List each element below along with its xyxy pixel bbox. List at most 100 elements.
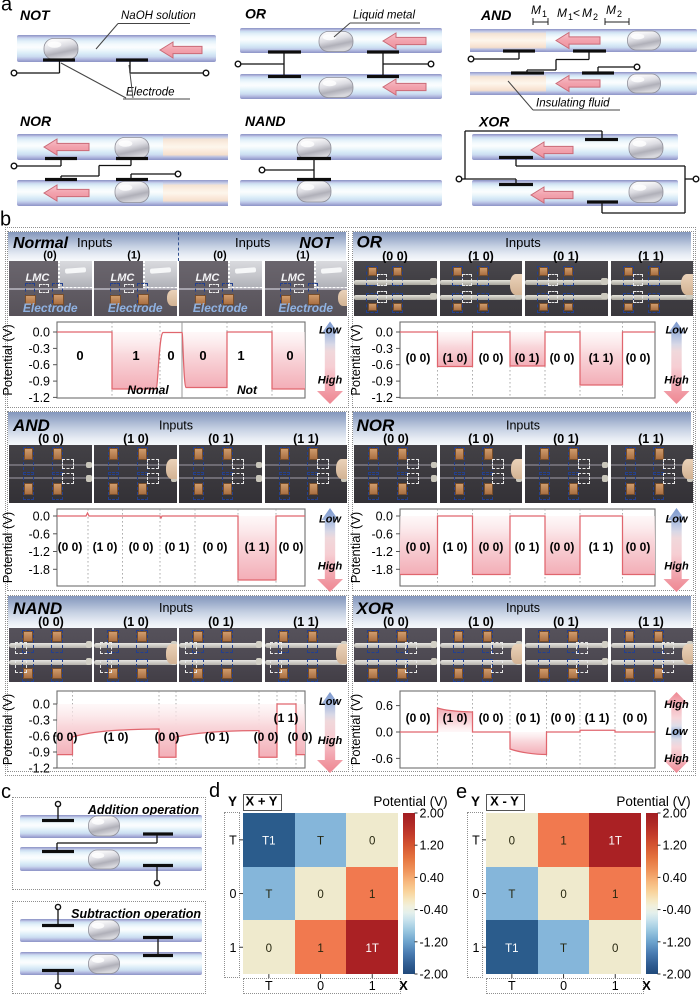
svg-text:-0.9: -0.9 [28,746,50,760]
svg-text:0.0: 0.0 [33,698,50,712]
svg-text:0: 0 [167,348,174,363]
svg-text:1: 1 [237,348,244,363]
svg-text:(0 0): (0 0) [58,540,83,554]
svg-text:(1 1): (1 1) [638,615,664,629]
svg-text:M: M [582,6,592,20]
svg-text:(1 0): (1 0) [104,730,129,744]
svg-text:2.00: 2.00 [420,807,444,821]
svg-text:(1 0): (1 0) [443,540,468,554]
svg-text:T: T [317,835,324,847]
svg-text:Low: Low [319,696,342,708]
svg-text:(0 0): (0 0) [129,540,154,554]
svg-text:-0.6: -0.6 [371,527,393,541]
svg-text:Low: Low [666,726,689,738]
svg-text:T1: T1 [505,943,518,955]
svg-text:-0.6: -0.6 [28,527,50,541]
svg-text:1: 1 [369,889,375,901]
svg-text:(0 1): (0 1) [553,615,579,629]
svg-text:T: T [560,943,567,955]
svg-text:Y: Y [471,794,480,809]
svg-text:(1 0): (1 0) [93,540,118,554]
svg-text:-0.40: -0.40 [420,903,449,917]
svg-text:(0 0): (0 0) [38,615,64,629]
svg-text:(1 0): (1 0) [468,432,494,446]
svg-text:NOT: NOT [299,235,334,252]
svg-text:1: 1 [612,979,619,993]
svg-text:(0 0): (0 0) [550,540,575,554]
svg-text:Potential (V): Potential (V) [348,512,363,584]
svg-text:NOR: NOR [20,113,52,129]
svg-text:NOT: NOT [20,7,51,23]
svg-text:0: 0 [199,348,206,363]
svg-text:(1 1): (1 1) [293,615,319,629]
svg-text:0.6: 0.6 [376,699,393,713]
svg-text:-1.2: -1.2 [28,545,50,559]
svg-text:-1.20: -1.20 [420,935,449,949]
svg-text:(0 1): (0 1) [165,540,190,554]
svg-text:0: 0 [317,979,324,993]
svg-text:Normal: Normal [127,383,169,397]
svg-text:-2.00: -2.00 [420,968,449,982]
svg-text:1: 1 [568,12,573,22]
svg-text:-1.2: -1.2 [371,391,393,405]
svg-text:a: a [1,0,13,16]
svg-text:(0 0): (0 0) [38,432,64,446]
svg-text:X: X [399,978,408,993]
svg-text:Liquid metal: Liquid metal [353,10,415,22]
svg-text:Not: Not [237,383,258,397]
svg-text:0: 0 [286,348,293,363]
svg-text:0.40: 0.40 [420,871,444,885]
svg-text:AND: AND [12,416,50,435]
svg-text:High: High [664,561,689,573]
svg-text:XOR: XOR [478,114,510,130]
svg-text:-1.8: -1.8 [28,563,50,577]
svg-text:(1 0): (1 0) [468,250,494,264]
svg-text:T: T [472,833,480,847]
svg-text:(0 0): (0 0) [279,540,304,554]
svg-text:Inputs: Inputs [77,235,113,250]
svg-text:Inputs: Inputs [506,601,540,615]
svg-text:(0 1): (0 1) [208,432,234,446]
svg-text:Inputs: Inputs [505,235,541,250]
svg-text:High: High [318,561,343,573]
svg-text:(1 1): (1 1) [638,250,664,264]
svg-text:0.0: 0.0 [376,510,393,524]
svg-text:(1): (1) [127,250,141,262]
svg-text:Potential (V): Potential (V) [0,324,15,396]
svg-text:e: e [456,781,467,803]
svg-text:Low: Low [666,514,689,526]
svg-text:2: 2 [593,12,598,22]
svg-text:(0 0): (0 0) [383,432,409,446]
svg-text:NaOH solution: NaOH solution [121,10,196,22]
svg-text:Potential (V): Potential (V) [373,794,447,809]
svg-text:(1 1): (1 1) [589,540,614,554]
svg-text:(0 0): (0 0) [155,730,180,744]
svg-text:NOR: NOR [357,416,396,435]
svg-text:(0 0): (0 0) [623,711,648,725]
svg-text:(1 0): (1 0) [123,432,149,446]
svg-text:1.20: 1.20 [663,839,687,853]
svg-text:(0 0): (0 0) [406,711,431,725]
svg-text:<: < [573,6,580,20]
svg-text:(1 0): (1 0) [123,615,149,629]
svg-text:(0 1): (0 1) [516,711,541,725]
svg-text:1T: 1T [366,943,379,955]
svg-text:(1 1): (1 1) [585,711,610,725]
svg-text:(0 0): (0 0) [406,540,431,554]
svg-text:0: 0 [266,943,272,955]
svg-text:(0 1): (0 1) [553,432,579,446]
svg-text:0: 0 [369,835,375,847]
svg-text:0.0: 0.0 [376,326,393,340]
svg-text:1: 1 [369,979,376,993]
svg-text:High: High [664,753,689,765]
svg-text:(1 1): (1 1) [638,432,664,446]
svg-text:(0 0): (0 0) [383,615,409,629]
svg-text:1: 1 [473,941,480,955]
svg-text:0.0: 0.0 [376,726,393,740]
svg-text:2: 2 [617,9,622,19]
svg-text:-1.8: -1.8 [371,563,393,577]
svg-text:(0 0): (0 0) [406,351,431,365]
svg-text:Inputs: Inputs [159,419,193,433]
svg-text:1: 1 [230,941,237,955]
svg-text:-1.20: -1.20 [663,935,692,949]
